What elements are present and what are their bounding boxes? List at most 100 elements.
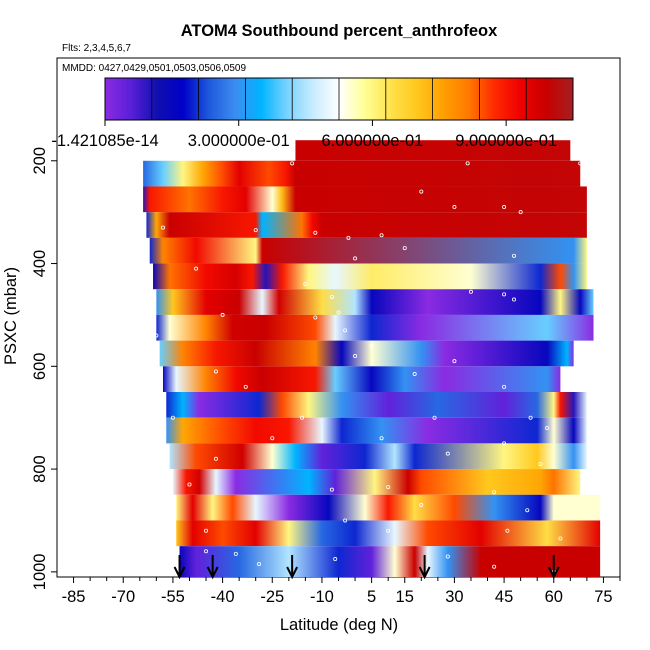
sample-point	[578, 161, 583, 166]
sample-points	[154, 161, 583, 574]
flights-subtitle: Flts: 2,3,4,5,6,7	[62, 43, 131, 54]
heatmap-band	[295, 140, 571, 161]
flight-markers	[173, 555, 560, 580]
sample-point	[333, 557, 338, 562]
sample-point	[502, 205, 507, 210]
x-tick-label: 15	[396, 588, 414, 606]
heatmap-band	[176, 520, 601, 547]
sample-point	[512, 297, 517, 302]
sample-point	[233, 551, 238, 556]
heatmap-band	[176, 494, 601, 521]
sample-point	[465, 161, 470, 166]
sample-point	[194, 266, 199, 271]
sample-point	[492, 564, 497, 569]
heatmap-band	[156, 314, 594, 341]
x-tick-label: -55	[161, 588, 185, 606]
colorbar	[104, 77, 574, 121]
chart-title: ATOM4 Southbound percent_anthrofeox	[181, 22, 498, 40]
sample-point	[257, 562, 262, 567]
sample-point	[412, 372, 417, 377]
sample-point	[353, 354, 358, 359]
x-tick-label: 75	[594, 588, 612, 606]
sample-point	[369, 343, 374, 348]
y-tick-label: 400	[31, 250, 49, 278]
heatmap-band	[146, 212, 587, 238]
y-tick-label: 600	[31, 353, 49, 381]
heatmap-band	[143, 160, 581, 187]
sample-point	[492, 490, 497, 495]
x-axis: -85 -70 -55 -40 -25 -10 5 15 30 45 60 75	[62, 577, 621, 606]
sample-point	[386, 528, 391, 533]
sample-point	[419, 189, 424, 194]
sample-point	[204, 549, 209, 554]
colorbar-tick-labels: -1.421085e-14 3.000000e-01 6.000000e-01 9.0…	[51, 120, 557, 150]
heatmap-band	[169, 443, 587, 470]
sample-point	[204, 528, 209, 533]
heatmap-band	[159, 340, 574, 367]
colorbar-tick-label: 9.000000e-01	[455, 132, 557, 150]
sample-point	[502, 441, 507, 446]
sample-point	[343, 328, 348, 333]
sample-point	[346, 235, 351, 240]
y-tick-label: 1000	[31, 554, 49, 591]
sample-point	[303, 282, 308, 287]
colorbar-tick-label: 6.000000e-01	[321, 132, 423, 150]
sample-point	[313, 315, 318, 320]
sample-point	[379, 436, 384, 441]
y-tick-label: 800	[31, 455, 49, 483]
sample-point	[419, 503, 424, 508]
sample-point	[213, 369, 218, 374]
colorbar-tick-label: 3.000000e-01	[188, 132, 290, 150]
heatmap-band	[156, 289, 594, 315]
x-tick-label: 45	[495, 588, 513, 606]
sample-point	[386, 485, 391, 490]
sample-point	[270, 436, 275, 441]
sample-point	[329, 487, 334, 492]
flight-marker-arrow	[206, 555, 219, 580]
heatmap-band	[166, 417, 587, 444]
x-tick-label: 30	[445, 588, 463, 606]
sample-point	[160, 225, 165, 230]
sample-point	[300, 415, 305, 420]
x-axis-label: Latitude (deg N)	[280, 616, 398, 634]
y-axis: 200 400 600 800 1000	[31, 147, 57, 590]
sample-point	[558, 536, 563, 541]
sample-point	[512, 253, 517, 258]
y-axis-label: PSXC (mbar)	[2, 267, 20, 365]
sample-point	[243, 384, 248, 389]
sample-point	[154, 333, 159, 338]
sample-point	[525, 508, 530, 513]
sample-point	[343, 518, 348, 523]
sample-point	[379, 233, 384, 238]
sample-point	[290, 161, 295, 166]
x-tick-label: -10	[310, 588, 334, 606]
colorbar-tick-label: -1.421085e-14	[51, 132, 158, 150]
sample-point	[445, 554, 450, 559]
sample-point	[313, 230, 318, 235]
sample-point	[213, 456, 218, 461]
sample-point	[170, 415, 175, 420]
x-tick-label: -25	[260, 588, 284, 606]
sample-point	[402, 246, 407, 251]
heatmap-band	[153, 263, 587, 290]
sample-point	[336, 310, 341, 315]
flight-marker-arrow	[173, 555, 186, 580]
y-tick-label: 200	[31, 147, 49, 175]
dates-annotation: MMDD: 0427,0429,0501,0503,0506,0509	[62, 63, 246, 74]
sample-point	[528, 415, 533, 420]
sample-point	[502, 292, 507, 297]
flight-marker-arrow	[418, 555, 431, 580]
x-tick-label: -85	[62, 588, 86, 606]
sample-point	[468, 289, 473, 294]
sample-point	[445, 451, 450, 456]
heatmap-band	[143, 186, 587, 213]
sample-point	[329, 294, 334, 299]
flight-marker-arrow	[286, 555, 299, 580]
sample-point	[502, 384, 507, 389]
heatmap-band	[172, 469, 581, 495]
sample-point	[353, 256, 358, 261]
sample-point	[253, 228, 258, 233]
x-tick-label: -70	[111, 588, 135, 606]
heatmap-band	[149, 237, 587, 264]
sample-point	[505, 528, 510, 533]
